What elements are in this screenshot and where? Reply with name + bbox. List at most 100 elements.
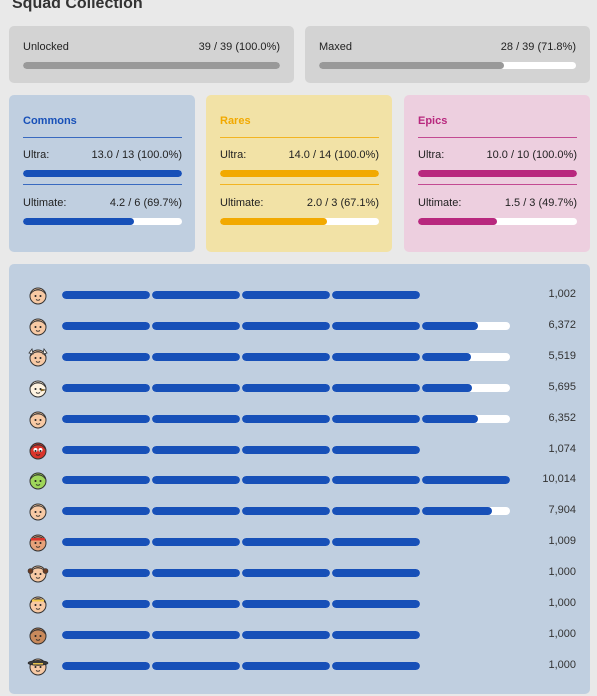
progress-segment-fill — [62, 569, 150, 578]
brawler-row[interactable]: 1,000 — [9, 624, 590, 646]
brawler-row[interactable]: 6,372 — [9, 315, 590, 337]
progress-segment — [152, 538, 240, 547]
progress-segment-fill — [242, 291, 330, 299]
progress-segment-fill — [62, 600, 150, 608]
ultra-label: Ultra: — [418, 149, 445, 161]
brawler-value: 6,352 — [548, 411, 576, 424]
brawler-row[interactable]: 1,000 — [9, 655, 590, 677]
headband-avatar-icon — [27, 531, 49, 553]
progress-segment-fill — [422, 352, 472, 361]
progress-segment-fill — [152, 569, 240, 578]
brawler-row[interactable]: 1,000 — [9, 562, 590, 584]
progress-segment — [152, 569, 240, 578]
progress-segment — [332, 569, 420, 578]
progress-segment-fill — [242, 538, 330, 547]
progress-segment — [152, 600, 240, 608]
progress-segment-fill — [242, 600, 330, 608]
pink-hair-avatar-icon — [27, 284, 49, 306]
progress-segment — [62, 538, 150, 547]
ultra-label: Ultra: — [23, 149, 50, 161]
progress-segment — [152, 476, 240, 485]
progress-segment-fill — [242, 352, 330, 361]
progress-segment-fill — [152, 383, 240, 392]
ultimate-progress-bar — [418, 218, 577, 225]
progress-segment — [62, 291, 150, 299]
ultimate-value: 4.2 / 6 (69.7%) — [109, 197, 182, 209]
progress-segment — [242, 661, 330, 670]
progress-segment-fill — [242, 445, 330, 454]
divider — [418, 184, 577, 185]
brawler-value: 1,000 — [548, 566, 576, 579]
brawler-row[interactable]: 10,014 — [9, 469, 590, 491]
progress-segment-fill — [152, 352, 240, 361]
progress-segment — [62, 445, 150, 454]
progress-segment-fill — [62, 321, 150, 330]
progress-segment-fill — [332, 476, 420, 485]
progress-segment — [422, 414, 510, 423]
progress-segment — [242, 538, 330, 547]
progress-segment — [332, 383, 420, 392]
unlocked-progress-fill — [23, 62, 280, 69]
ultimate-value: 1.5 / 3 (49.7%) — [504, 197, 577, 209]
brawler-row[interactable]: 6,352 — [9, 408, 590, 430]
unlocked-value: 39 / 39 (100.0%) — [198, 41, 280, 53]
brawler-row[interactable]: 1,009 — [9, 531, 590, 553]
progress-segment-fill — [242, 476, 330, 485]
progress-segment — [62, 507, 150, 516]
brawler-row[interactable]: 5,695 — [9, 377, 590, 399]
progress-segment-fill — [152, 507, 240, 516]
page-title: Squad Collection — [12, 0, 143, 12]
progress-segment-fill — [242, 569, 330, 578]
brawler-value: 10,014 — [542, 473, 576, 486]
progress-segment-fill — [332, 569, 420, 578]
progress-segment-fill — [332, 291, 420, 299]
ultra-label: Ultra: — [220, 149, 247, 161]
brawler-row[interactable]: 7,904 — [9, 500, 590, 522]
divider — [418, 137, 577, 138]
brawler-row[interactable]: 1,002 — [9, 284, 590, 306]
progress-segment — [62, 569, 150, 578]
progress-segment — [242, 383, 330, 392]
ultimate-progress-bar — [23, 218, 182, 225]
progress-segment — [242, 600, 330, 608]
ultimate-progress-fill — [220, 218, 327, 225]
ultra-progress-fill — [418, 170, 577, 177]
progress-segment-fill — [422, 507, 493, 516]
progress-segment — [332, 661, 420, 670]
pigtails-avatar-icon — [27, 562, 49, 584]
ultra-progress-fill — [220, 170, 379, 177]
progress-segment-fill — [152, 661, 240, 670]
ultimate-progress-fill — [418, 218, 498, 225]
ultimate-label: Ultimate: — [220, 197, 264, 209]
progress-segment-fill — [242, 630, 330, 639]
brawler-row[interactable]: 1,000 — [9, 593, 590, 615]
progress-segment-fill — [332, 414, 420, 423]
progress-segment — [242, 507, 330, 516]
progress-segment — [62, 661, 150, 670]
divider — [23, 184, 182, 185]
progress-segment-fill — [332, 538, 420, 547]
progress-segment — [62, 630, 150, 639]
progress-segment — [62, 383, 150, 392]
brawler-row[interactable]: 1,074 — [9, 439, 590, 461]
progress-segment-fill — [62, 445, 150, 454]
progress-segment-fill — [152, 291, 240, 299]
progress-segment-fill — [62, 538, 150, 547]
progress-segment — [62, 414, 150, 423]
ultra-value: 14.0 / 14 (100.0%) — [288, 149, 379, 161]
maxed-value: 28 / 39 (71.8%) — [500, 41, 576, 53]
progress-segment-fill — [62, 661, 150, 670]
progress-segment-fill — [152, 445, 240, 454]
maxed-panel: Maxed 28 / 39 (71.8%) — [305, 26, 590, 83]
progress-segment-fill — [62, 414, 150, 423]
progress-segment-fill — [422, 321, 479, 330]
ultra-progress-bar — [418, 170, 577, 177]
chicken-avatar-icon — [27, 377, 49, 399]
brawler-row[interactable]: 5,519 — [9, 346, 590, 368]
progress-segment-fill — [332, 383, 420, 392]
progress-segment — [152, 352, 240, 361]
progress-segment — [332, 630, 420, 639]
divider — [220, 184, 379, 185]
progress-segment — [332, 414, 420, 423]
progress-segment — [242, 569, 330, 578]
